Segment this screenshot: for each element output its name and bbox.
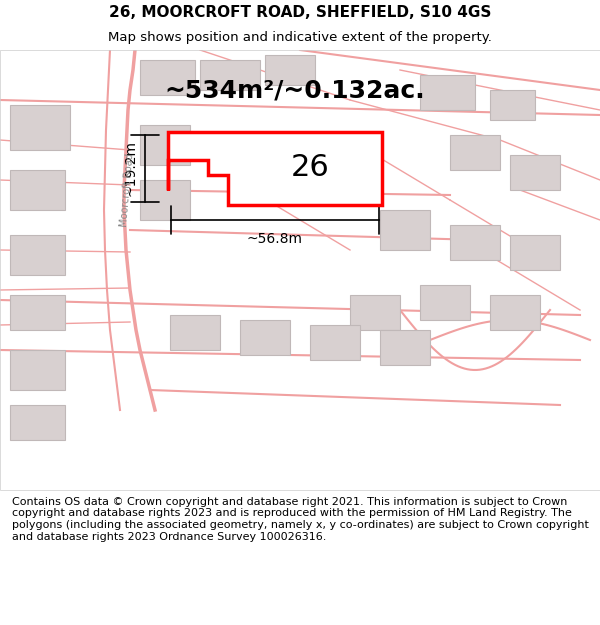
Text: 26, MOORCROFT ROAD, SHEFFIELD, S10 4GS: 26, MOORCROFT ROAD, SHEFFIELD, S10 4GS bbox=[109, 5, 491, 20]
Polygon shape bbox=[380, 210, 430, 250]
Polygon shape bbox=[490, 90, 535, 120]
Polygon shape bbox=[310, 325, 360, 360]
Polygon shape bbox=[10, 405, 65, 440]
Polygon shape bbox=[450, 225, 500, 260]
Polygon shape bbox=[350, 295, 400, 330]
Polygon shape bbox=[510, 235, 560, 270]
Polygon shape bbox=[168, 132, 382, 205]
Polygon shape bbox=[240, 320, 290, 355]
Polygon shape bbox=[10, 350, 65, 390]
Polygon shape bbox=[265, 55, 315, 85]
Text: Contains OS data © Crown copyright and database right 2021. This information is : Contains OS data © Crown copyright and d… bbox=[12, 497, 589, 541]
Text: 26: 26 bbox=[290, 154, 329, 182]
Polygon shape bbox=[10, 295, 65, 330]
Polygon shape bbox=[510, 155, 560, 190]
Polygon shape bbox=[200, 60, 260, 90]
Text: Map shows position and indicative extent of the property.: Map shows position and indicative extent… bbox=[108, 31, 492, 44]
Polygon shape bbox=[140, 125, 190, 165]
Polygon shape bbox=[380, 330, 430, 365]
Polygon shape bbox=[10, 235, 65, 275]
Polygon shape bbox=[140, 60, 195, 95]
Text: ~19.2m: ~19.2m bbox=[123, 141, 137, 196]
Polygon shape bbox=[420, 75, 475, 110]
Polygon shape bbox=[170, 315, 220, 350]
Polygon shape bbox=[450, 135, 500, 170]
Text: ~56.8m: ~56.8m bbox=[247, 232, 303, 246]
Polygon shape bbox=[10, 170, 65, 210]
Text: ~534m²/~0.132ac.: ~534m²/~0.132ac. bbox=[164, 78, 425, 102]
Polygon shape bbox=[140, 180, 190, 220]
Polygon shape bbox=[10, 105, 70, 150]
Text: Moorcroft Road: Moorcroft Road bbox=[119, 153, 135, 227]
Polygon shape bbox=[490, 295, 540, 330]
Polygon shape bbox=[420, 285, 470, 320]
